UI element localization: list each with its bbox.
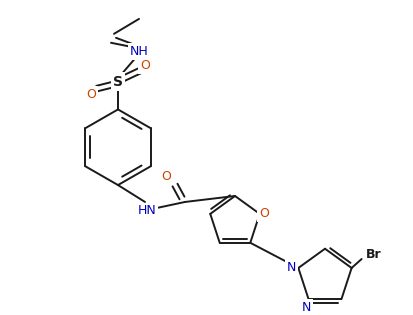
Text: HN: HN <box>137 204 156 217</box>
Text: NH: NH <box>129 45 148 58</box>
Text: O: O <box>86 88 96 101</box>
Text: O: O <box>258 207 268 220</box>
Text: N: N <box>301 301 311 313</box>
Text: O: O <box>140 59 150 72</box>
Text: O: O <box>161 169 171 183</box>
Text: Br: Br <box>365 248 380 261</box>
Text: S: S <box>113 75 123 89</box>
Text: N: N <box>286 261 295 274</box>
